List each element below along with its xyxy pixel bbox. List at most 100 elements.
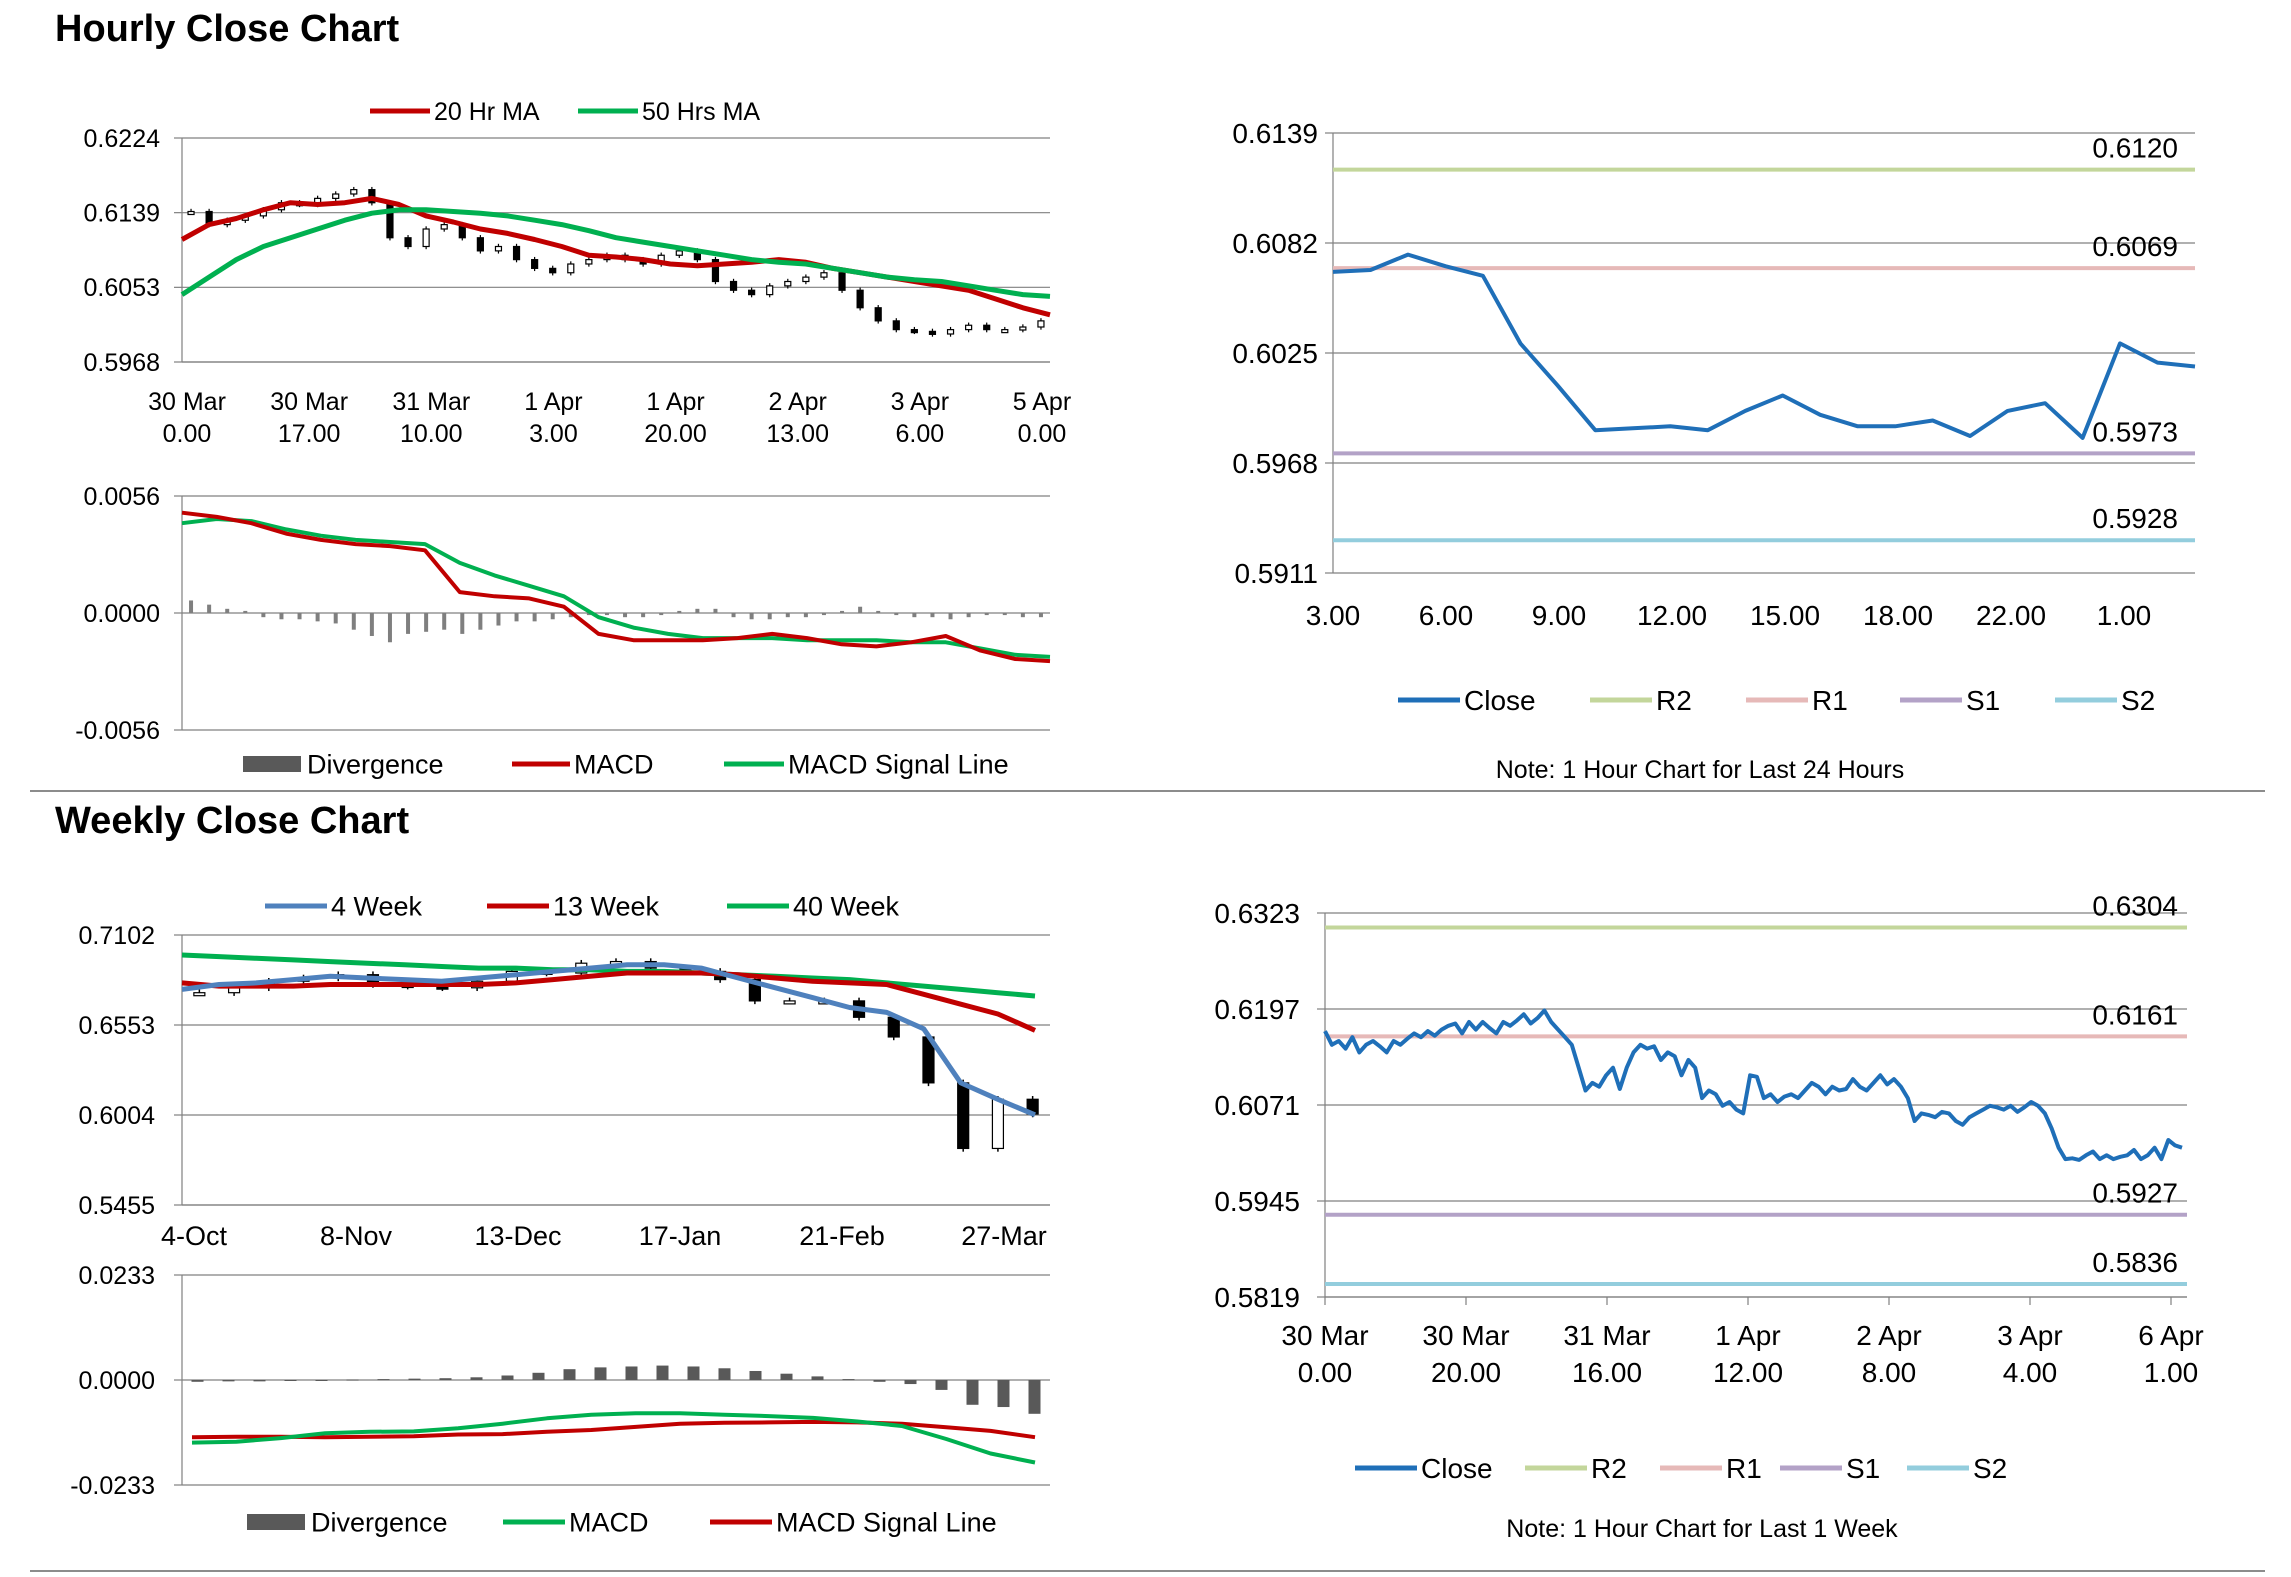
weekly-close-xtick-label: 16.00 bbox=[1572, 1357, 1642, 1388]
hourly-price-xtick-label: 17.00 bbox=[278, 420, 341, 448]
hourly-r2-level-label: 0.6120 bbox=[2092, 133, 2178, 164]
hourly-macd-divergence-bar bbox=[369, 613, 374, 636]
weekly-price-ytick-label: 0.7102 bbox=[79, 922, 155, 950]
weekly-macd-divergence-bar bbox=[749, 1370, 762, 1380]
weekly-macd-divergence-bar bbox=[532, 1372, 545, 1380]
weekly-price-candle bbox=[991, 1098, 1005, 1150]
hourly-macd-divergence-bar bbox=[189, 600, 194, 613]
hourly-close-ytick-label: 0.5968 bbox=[1232, 448, 1318, 479]
hourly-macd-divergence-bar bbox=[912, 613, 917, 618]
hourly-close-xtick-label: 15.00 bbox=[1750, 600, 1820, 631]
hourly-macd-divergence-bar bbox=[478, 613, 483, 630]
hourly-price-xtick-label: 3.00 bbox=[529, 420, 578, 448]
weekly-r1-level-label: 0.6161 bbox=[2092, 999, 2178, 1030]
hourly-divergence-legend-swatch bbox=[243, 756, 301, 772]
hourly-macd-divergence-bar bbox=[731, 613, 736, 618]
hourly-macd-divergence-bar bbox=[840, 610, 845, 613]
weekly-price-xtick-label: 8-Nov bbox=[320, 1221, 393, 1251]
hourly-macd-divergence-bar bbox=[713, 608, 718, 613]
weekly-macd-divergence-bar bbox=[780, 1373, 793, 1380]
weekly-r2-level-label: 0.6304 bbox=[2092, 890, 2178, 921]
weekly-divergence-legend-label: Divergence bbox=[311, 1507, 448, 1537]
weekly-section-title: Weekly Close Chart bbox=[55, 800, 410, 842]
weekly-close-xtick-label: 2 Apr bbox=[1856, 1320, 1921, 1351]
hourly-price-candle bbox=[892, 320, 900, 331]
hourly-ma20-line bbox=[180, 195, 1051, 318]
weekly-price-xtick-label: 21-Feb bbox=[799, 1221, 885, 1251]
hourly-price-candle bbox=[1019, 326, 1027, 331]
weekly-close-ytick-label: 0.6197 bbox=[1214, 994, 1300, 1025]
weekly-close-xtick-label: 12.00 bbox=[1713, 1357, 1783, 1388]
weekly-close-xtick-label: 1.00 bbox=[2144, 1357, 2199, 1388]
weekly-close-xtick-label: 30 Mar bbox=[1281, 1320, 1368, 1351]
hourly-macd-divergence-bar bbox=[984, 613, 989, 616]
weekly-close-line bbox=[1323, 1008, 2183, 1162]
hourly-price-xtick-label: 2 Apr bbox=[769, 388, 827, 416]
weekly-macd-divergence-bar bbox=[346, 1379, 359, 1381]
weekly-macd-ytick-label: 0.0233 bbox=[79, 1262, 155, 1290]
hourly-macd-divergence-bar bbox=[297, 613, 302, 620]
hourly-macd-divergence-bar bbox=[333, 613, 338, 624]
hourly-macd-divergence-bar bbox=[821, 613, 826, 616]
weekly-macd-line bbox=[191, 1411, 1036, 1465]
hourly-macd-divergence-bar bbox=[1038, 613, 1043, 618]
hourly-price-candle bbox=[494, 245, 503, 252]
hourly-price-xtick-label: 3 Apr bbox=[891, 388, 949, 416]
hourly-close-xtick-label: 3.00 bbox=[1306, 600, 1361, 631]
hourly-section-title: Hourly Close Chart bbox=[55, 8, 400, 50]
weekly-macd-divergence-bar bbox=[222, 1380, 235, 1382]
weekly-close-xtick-label: 30 Mar bbox=[1422, 1320, 1509, 1351]
hourly-macd-divergence-bar bbox=[568, 613, 573, 618]
hourly-price-candle bbox=[946, 329, 955, 335]
hourly-macd-divergence-bar bbox=[387, 613, 392, 643]
weekly-price-xtick-label: 4-Oct bbox=[161, 1221, 228, 1251]
hourly-price-candle bbox=[187, 210, 195, 216]
hourly-close-ytick-label: 0.6025 bbox=[1232, 338, 1318, 369]
hourly-close-xtick-label: 18.00 bbox=[1863, 600, 1933, 631]
hourly-close-note: Note: 1 Hour Chart for Last 24 Hours bbox=[1496, 756, 1905, 784]
weekly-macd-divergence-bar bbox=[966, 1380, 979, 1405]
hourly-price-ytick-label: 0.6139 bbox=[84, 199, 160, 227]
hourly-macd-divergence-bar bbox=[966, 613, 971, 618]
hourly-macd-divergence-bar bbox=[1002, 613, 1007, 616]
hourly-close-xtick-label: 22.00 bbox=[1976, 600, 2046, 631]
weekly-close-xtick-label: 6 Apr bbox=[2138, 1320, 2203, 1351]
hourly-s1-level-label: 0.5973 bbox=[2092, 416, 2178, 447]
hourly-macd-divergence-bar bbox=[623, 613, 628, 618]
hourly-price-ytick-label: 0.6224 bbox=[84, 125, 161, 153]
weekly-4w-legend-label: 4 Week bbox=[331, 891, 423, 921]
hourly-price-candle bbox=[856, 289, 864, 309]
hourly-price-xtick-label: 5 Apr bbox=[1013, 388, 1071, 416]
hourly-macd-divergence-bar bbox=[876, 610, 881, 613]
weekly-close-xtick-label: 8.00 bbox=[1862, 1357, 1917, 1388]
weekly-macd-divergence-bar bbox=[284, 1380, 297, 1381]
hourly-price-candle bbox=[729, 280, 738, 291]
weekly-price-candle bbox=[748, 978, 761, 1002]
hourly-macd-divergence-bar bbox=[496, 613, 501, 626]
weekly-close-xtick-label: 3 Apr bbox=[1997, 1320, 2062, 1351]
hourly-price-candle bbox=[567, 263, 575, 274]
weekly-macd-divergence-bar bbox=[718, 1368, 731, 1380]
weekly-macd-divergence-bar bbox=[439, 1378, 452, 1380]
weekly-price-candle bbox=[193, 992, 206, 997]
hourly-price-candle bbox=[874, 307, 882, 322]
hourly-macd-divergence-bar bbox=[695, 608, 700, 613]
weekly-macd-divergence-bar bbox=[904, 1380, 917, 1385]
weekly-signal-legend-label: MACD Signal Line bbox=[776, 1507, 997, 1537]
hourly-macd-divergence-bar bbox=[785, 613, 790, 618]
hourly-macd-divergence-bar bbox=[677, 610, 682, 613]
hourly-macd-divergence-bar bbox=[225, 608, 230, 613]
hourly-macd-divergence-bar bbox=[406, 613, 411, 634]
hourly-close-xtick-label: 1.00 bbox=[2097, 600, 2152, 631]
weekly-price-ytick-label: 0.6004 bbox=[79, 1102, 156, 1130]
weekly-r2-legend-label: R2 bbox=[1591, 1453, 1627, 1484]
weekly-macd-legend-label: MACD bbox=[569, 1507, 649, 1537]
hourly-price-candle bbox=[784, 280, 792, 287]
hourly-r2-legend-label: R2 bbox=[1656, 685, 1692, 716]
weekly-price-ytick-label: 0.6553 bbox=[79, 1012, 155, 1040]
hourly-price-xtick-label: 20.00 bbox=[644, 420, 707, 448]
weekly-macd-ytick-label: -0.0233 bbox=[70, 1472, 155, 1500]
hourly-price-candle bbox=[1001, 329, 1009, 334]
bottom-divider bbox=[30, 1570, 2265, 1572]
hourly-close-line bbox=[1332, 252, 2196, 440]
